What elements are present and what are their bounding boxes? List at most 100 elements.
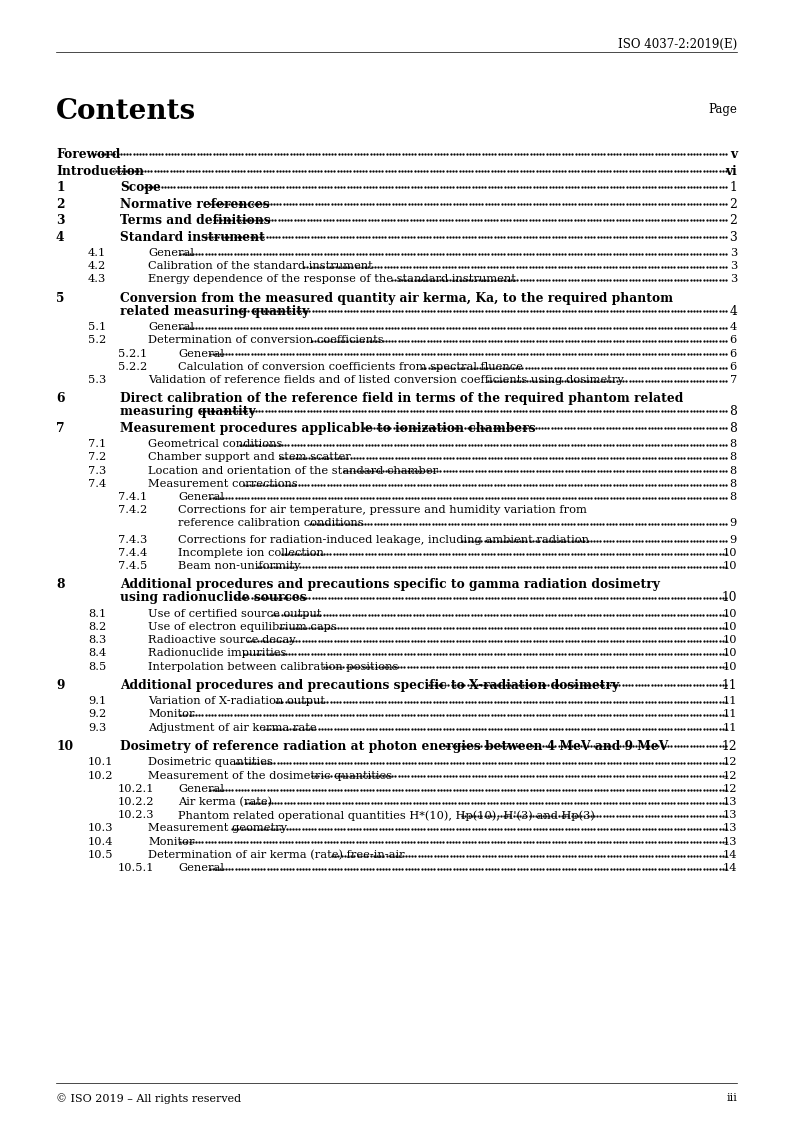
Text: Conversion from the measured quantity air kerma, Ka, to the required phantom: Conversion from the measured quantity ai…	[120, 292, 673, 304]
Text: Measurement of the dosimetric quantities: Measurement of the dosimetric quantities	[148, 771, 392, 781]
Text: 7.4: 7.4	[88, 479, 106, 489]
Text: reference calibration conditions: reference calibration conditions	[178, 518, 364, 528]
Text: 4.2: 4.2	[88, 261, 106, 272]
Text: 3: 3	[730, 261, 737, 272]
Text: 7: 7	[56, 422, 64, 434]
Text: General: General	[178, 349, 224, 359]
Text: 5.2.2: 5.2.2	[118, 361, 147, 371]
Text: 9: 9	[730, 534, 737, 544]
Text: 4.3: 4.3	[88, 275, 106, 284]
Text: 13: 13	[722, 837, 737, 846]
Text: 8: 8	[730, 452, 737, 462]
Text: 3: 3	[730, 230, 737, 243]
Text: Determination of air kerma (rate) free-in-air: Determination of air kerma (rate) free-i…	[148, 849, 404, 859]
Text: © ISO 2019 – All rights reserved: © ISO 2019 – All rights reserved	[56, 1093, 241, 1104]
Text: General: General	[148, 322, 193, 332]
Text: 10: 10	[722, 622, 737, 632]
Text: Measurement geometry: Measurement geometry	[148, 824, 287, 834]
Text: ISO 4037-2:2019(E): ISO 4037-2:2019(E)	[618, 38, 737, 50]
Text: 8: 8	[730, 491, 737, 502]
Text: 5.2: 5.2	[88, 335, 106, 346]
Text: 8.4: 8.4	[88, 649, 106, 659]
Text: Chamber support and stem scatter: Chamber support and stem scatter	[148, 452, 351, 462]
Text: iii: iii	[726, 1093, 737, 1103]
Text: Standard instrument: Standard instrument	[120, 230, 265, 243]
Text: Direct calibration of the reference field in terms of the required phantom relat: Direct calibration of the reference fiel…	[120, 392, 684, 405]
Text: 10.2: 10.2	[88, 771, 113, 781]
Text: 11: 11	[722, 679, 737, 691]
Text: 4: 4	[729, 304, 737, 318]
Text: 5.2.1: 5.2.1	[118, 349, 147, 359]
Text: 1: 1	[56, 181, 64, 194]
Text: using radionuclide sources: using radionuclide sources	[120, 591, 307, 605]
Text: 8.5: 8.5	[88, 662, 106, 671]
Text: Measurement procedures applicable to ionization chambers: Measurement procedures applicable to ion…	[120, 422, 535, 434]
Text: 10: 10	[722, 662, 737, 671]
Text: Energy dependence of the response of the standard instrument: Energy dependence of the response of the…	[148, 275, 516, 284]
Text: 10.3: 10.3	[88, 824, 113, 834]
Text: 10.2.1: 10.2.1	[118, 783, 155, 793]
Text: 2: 2	[56, 197, 64, 211]
Text: v: v	[730, 148, 737, 160]
Text: 13: 13	[722, 810, 737, 820]
Text: 4.1: 4.1	[88, 248, 106, 258]
Text: 14: 14	[722, 849, 737, 859]
Text: 6: 6	[56, 392, 64, 405]
Text: 10.4: 10.4	[88, 837, 113, 846]
Text: 8.2: 8.2	[88, 622, 106, 632]
Text: 8: 8	[729, 405, 737, 419]
Text: 7: 7	[730, 375, 737, 385]
Text: Phantom related operational quantities H*(10), Hp(10), H'(3) and Hp(3): Phantom related operational quantities H…	[178, 810, 595, 820]
Text: Introduction: Introduction	[56, 165, 144, 177]
Text: Air kerma (rate): Air kerma (rate)	[178, 797, 272, 807]
Text: 10.2.3: 10.2.3	[118, 810, 155, 820]
Text: 5.3: 5.3	[88, 375, 106, 385]
Text: General: General	[178, 491, 224, 502]
Text: 8.1: 8.1	[88, 609, 106, 618]
Text: 7.2: 7.2	[88, 452, 106, 462]
Text: Variation of X-radiation output: Variation of X-radiation output	[148, 696, 325, 706]
Text: General: General	[178, 863, 224, 873]
Text: vi: vi	[726, 165, 737, 177]
Text: Dosimetric quantities: Dosimetric quantities	[148, 757, 273, 767]
Text: 10.1: 10.1	[88, 757, 113, 767]
Text: Incomplete ion collection: Incomplete ion collection	[178, 548, 324, 558]
Text: 8: 8	[56, 578, 64, 591]
Text: Normative references: Normative references	[120, 197, 270, 211]
Text: 8: 8	[730, 466, 737, 476]
Text: Scope: Scope	[120, 181, 161, 194]
Text: 9.2: 9.2	[88, 709, 106, 719]
Text: 5.1: 5.1	[88, 322, 106, 332]
Text: Dosimetry of reference radiation at photon energies between 4 MeV and 9 MeV: Dosimetry of reference radiation at phot…	[120, 739, 668, 753]
Text: Radioactive source decay: Radioactive source decay	[148, 635, 296, 645]
Text: 12: 12	[722, 739, 737, 753]
Text: Corrections for air temperature, pressure and humidity variation from: Corrections for air temperature, pressur…	[178, 505, 587, 515]
Text: 7.1: 7.1	[88, 439, 106, 449]
Text: 2: 2	[729, 197, 737, 211]
Text: Geometrical conditions: Geometrical conditions	[148, 439, 282, 449]
Text: 10.2.2: 10.2.2	[118, 797, 155, 807]
Text: 8: 8	[730, 439, 737, 449]
Text: 10: 10	[722, 635, 737, 645]
Text: 10: 10	[722, 591, 737, 605]
Text: 13: 13	[722, 797, 737, 807]
Text: 10: 10	[722, 609, 737, 618]
Text: 11: 11	[722, 723, 737, 733]
Text: 6: 6	[730, 335, 737, 346]
Text: 8: 8	[729, 422, 737, 434]
Text: 9: 9	[730, 518, 737, 528]
Text: Monitor: Monitor	[148, 837, 194, 846]
Text: 9.3: 9.3	[88, 723, 106, 733]
Text: 7.4.5: 7.4.5	[118, 561, 147, 571]
Text: 10: 10	[56, 739, 73, 753]
Text: measuring quantity: measuring quantity	[120, 405, 255, 419]
Text: 2: 2	[729, 214, 737, 227]
Text: 7.4.4: 7.4.4	[118, 548, 147, 558]
Text: Contents: Contents	[56, 98, 196, 125]
Text: 10: 10	[722, 561, 737, 571]
Text: 3: 3	[730, 275, 737, 284]
Text: 10: 10	[722, 649, 737, 659]
Text: 4: 4	[730, 322, 737, 332]
Text: 12: 12	[722, 757, 737, 767]
Text: Beam non-uniformity: Beam non-uniformity	[178, 561, 301, 571]
